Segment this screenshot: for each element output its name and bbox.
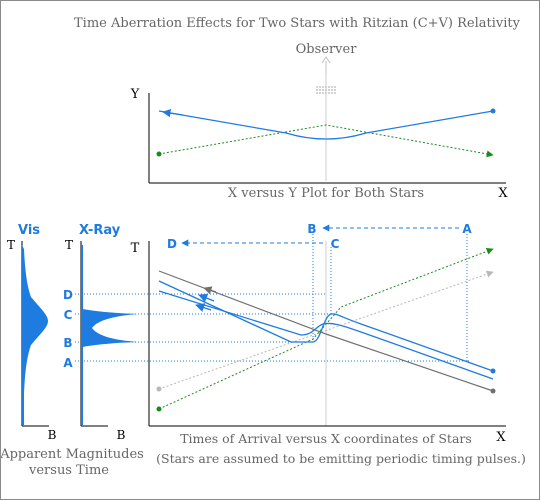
main-plot-t-label: T [131,241,140,256]
main-blue-end [490,368,496,374]
xray-b-label: B [117,428,126,442]
event-label-d-side: D [63,288,73,302]
event-reference-lines [75,293,471,362]
xray-title: X-Ray [79,223,121,238]
main-blue-arrow-2-icon [195,303,212,312]
magnitudes-caption-line2: versus Time [28,463,109,478]
top-plot-caption: X versus Y Plot for Both Stars [228,186,424,201]
main-plot-caption-line1: Times of Arrival versus X coordinates of… [180,431,472,446]
vis-plot: Vis T B [7,223,57,442]
top-plot-blue-arrow-icon [162,108,184,118]
main-blue-arrow-1-icon [198,293,215,303]
vis-b-label: B [48,428,57,442]
vis-magnitude-profile [22,245,48,425]
vis-title: Vis [18,223,40,238]
main-blue-track-inner [158,290,494,380]
event-label-d-top: D [167,237,177,251]
top-plot-x-label: X [498,186,508,201]
event-label-b-side: B [63,336,72,350]
top-plot-green-star [156,151,162,157]
main-plot: T X Times of Arrival versus X coordinate… [75,222,526,466]
event-label-c-side: C [64,308,73,322]
main-green-track [158,247,494,410]
main-light-gray-start [156,386,162,392]
event-label-a-top: A [462,222,472,236]
magnitudes-caption-line1: Apparent Magnitudes [1,447,144,462]
top-plot-blue-track [158,110,494,140]
observer-label: Observer [296,42,358,57]
xray-plot: X-Ray T B [65,223,138,442]
event-label-b-top: B [307,222,316,236]
event-label-a-side: A [63,356,73,370]
event-label-c-top: C [331,237,340,251]
top-plot-y-label: Y [130,87,140,102]
main-dark-gray-arrow-icon [203,286,217,295]
event-vertical-connectors [312,234,468,361]
main-green-start [156,406,162,412]
main-dark-gray-end [490,388,496,394]
main-blue-track-outer [158,280,494,372]
main-plot-caption-line2: (Stars are assumed to be emitting period… [156,451,526,466]
main-plot-x-label: X [496,430,506,445]
diagram-title: Time Aberration Effects for Two Stars wi… [74,16,521,31]
top-plot-green-track [158,124,494,158]
xray-t-label: T [65,238,73,252]
xray-magnitude-profile [81,245,138,425]
observer-arrow-icon [321,56,331,64]
top-plot-blue-star [490,108,496,114]
vis-t-label: T [7,238,15,252]
top-plot: Y X X versus Y Plot for Both Stars [130,73,508,201]
main-light-gray-track [158,270,494,390]
